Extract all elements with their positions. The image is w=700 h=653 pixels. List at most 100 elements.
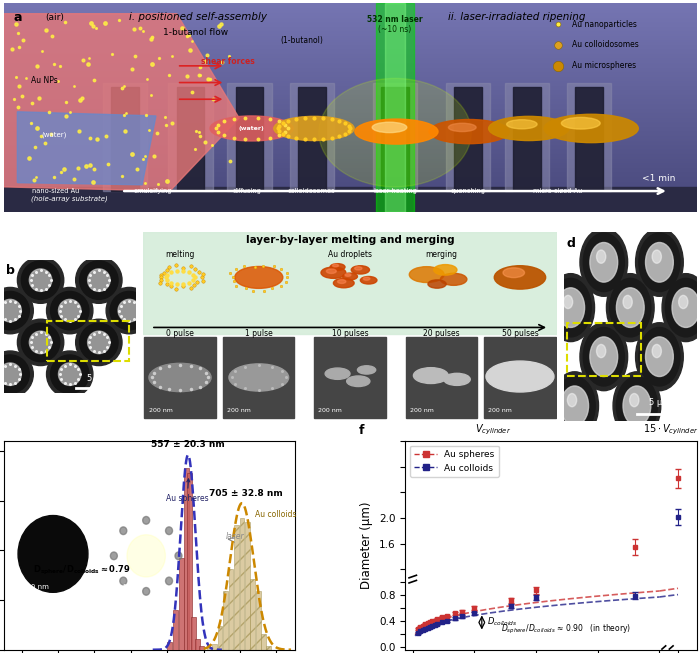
Bar: [191, 618, 196, 650]
Circle shape: [0, 363, 22, 385]
Bar: [144, 337, 216, 418]
Circle shape: [580, 323, 628, 390]
Circle shape: [617, 377, 657, 435]
Text: <1 min: <1 min: [643, 174, 676, 183]
Circle shape: [623, 386, 651, 426]
Bar: [195, 639, 200, 650]
Circle shape: [610, 278, 651, 337]
Text: colloidosomes: colloidosomes: [288, 188, 336, 194]
Text: b: b: [6, 264, 15, 277]
Bar: [373, 82, 417, 191]
Text: 20 pulses: 20 pulses: [423, 329, 459, 338]
Circle shape: [666, 278, 700, 337]
Bar: [228, 82, 272, 191]
Circle shape: [444, 374, 470, 385]
Text: $D_{colloids}$: $D_{colloids}$: [486, 616, 517, 628]
Circle shape: [583, 327, 624, 386]
Circle shape: [494, 266, 546, 289]
Circle shape: [613, 372, 661, 439]
Circle shape: [556, 288, 584, 327]
Text: 5 μm: 5 μm: [88, 374, 109, 383]
Circle shape: [568, 394, 577, 407]
Circle shape: [489, 116, 569, 140]
Circle shape: [59, 363, 81, 385]
Text: 532 nm laser: 532 nm laser: [368, 15, 423, 24]
Circle shape: [29, 331, 52, 354]
Text: ii. laser-irradiated ripening: ii. laser-irradiated ripening: [447, 12, 585, 22]
Circle shape: [18, 257, 64, 304]
Circle shape: [22, 323, 60, 362]
Circle shape: [325, 368, 350, 379]
Text: 200 nm: 200 nm: [148, 408, 172, 413]
Circle shape: [229, 364, 288, 391]
Bar: [173, 610, 178, 650]
Text: 200 nm: 200 nm: [489, 408, 512, 413]
Circle shape: [342, 273, 358, 280]
Circle shape: [46, 287, 93, 334]
Circle shape: [440, 273, 467, 285]
Bar: [314, 337, 386, 418]
Circle shape: [0, 355, 29, 393]
Circle shape: [355, 119, 438, 144]
Circle shape: [547, 274, 594, 342]
Circle shape: [346, 376, 370, 387]
Text: $V_{cylinder}$: $V_{cylinder}$: [475, 422, 511, 437]
Text: 0 pulse: 0 pulse: [166, 329, 194, 338]
Text: Au nanoparticles: Au nanoparticles: [572, 20, 636, 29]
Circle shape: [106, 287, 153, 334]
Circle shape: [59, 299, 81, 322]
Circle shape: [580, 229, 628, 296]
Bar: [206, 647, 211, 650]
Circle shape: [652, 250, 662, 263]
Circle shape: [544, 114, 638, 142]
Circle shape: [50, 355, 89, 393]
Polygon shape: [18, 112, 156, 185]
Text: emulsifying: emulsifying: [133, 188, 172, 194]
Bar: [385, 3, 405, 212]
Circle shape: [583, 233, 624, 292]
Text: $\mathbf{D_{sphere}/D_{colloids}}$$\mathbf{\approx 0.79}$: $\mathbf{D_{sphere}/D_{colloids}}$$\math…: [33, 564, 131, 577]
Circle shape: [330, 264, 345, 270]
Text: f: f: [358, 424, 364, 437]
Bar: [143, 232, 557, 334]
Circle shape: [596, 344, 606, 358]
Bar: [513, 87, 540, 191]
Circle shape: [0, 287, 34, 334]
Text: Au microspheres: Au microspheres: [572, 61, 636, 71]
Circle shape: [210, 116, 293, 141]
Text: a: a: [14, 10, 22, 24]
Circle shape: [80, 323, 118, 362]
Bar: [290, 82, 334, 191]
Circle shape: [486, 361, 554, 392]
Text: 200 nm: 200 nm: [410, 408, 433, 413]
Bar: [256, 591, 260, 650]
Bar: [376, 3, 414, 212]
Circle shape: [18, 319, 64, 366]
Circle shape: [434, 264, 457, 275]
Circle shape: [321, 267, 346, 278]
Bar: [167, 643, 172, 650]
Circle shape: [76, 319, 122, 366]
Text: laser: laser: [225, 532, 244, 541]
Text: Au colloidosomes: Au colloidosomes: [572, 40, 638, 50]
Bar: [567, 82, 611, 191]
Circle shape: [88, 269, 110, 291]
Circle shape: [596, 250, 606, 263]
Circle shape: [118, 299, 141, 322]
Bar: [4, 187, 696, 212]
Circle shape: [662, 274, 700, 342]
Circle shape: [46, 351, 93, 397]
Circle shape: [358, 366, 376, 374]
Circle shape: [428, 280, 446, 288]
Bar: [223, 337, 295, 418]
Text: Au NPs: Au NPs: [32, 76, 58, 85]
Bar: [183, 468, 189, 650]
Circle shape: [561, 386, 589, 426]
Circle shape: [50, 291, 89, 330]
Circle shape: [636, 323, 683, 390]
Circle shape: [629, 394, 639, 407]
Text: layer-by-layer melting and merging: layer-by-layer melting and merging: [246, 235, 454, 245]
Bar: [575, 87, 603, 191]
Circle shape: [372, 122, 407, 133]
Circle shape: [652, 344, 662, 358]
